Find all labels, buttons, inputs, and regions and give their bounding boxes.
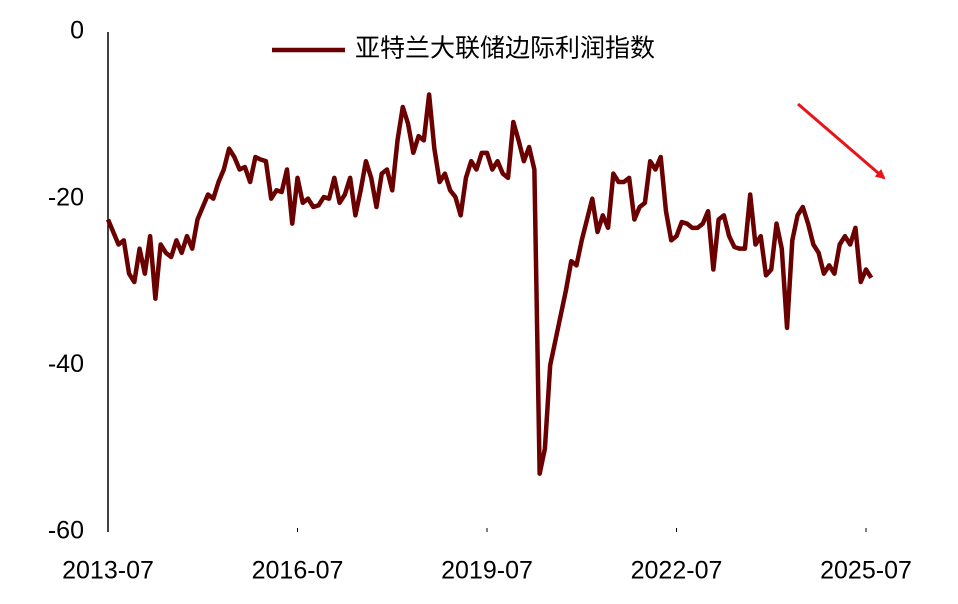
y-tick-label: -60 [48,517,84,545]
arrow [797,102,886,180]
x-tick-label: 2019-07 [441,557,533,585]
x-tick-label: 2013-07 [62,557,154,585]
legend-label: 亚特兰大联储边际利润指数 [355,35,655,63]
x-tick-label: 2016-07 [252,557,344,585]
y-tick-label: -40 [48,350,84,378]
y-tick-label: -20 [48,183,84,211]
x-tick-label: 2025-07 [820,557,912,585]
y-tick-label: 0 [70,17,84,45]
line [105,92,874,476]
x-tick-label: 2022-07 [631,557,723,585]
